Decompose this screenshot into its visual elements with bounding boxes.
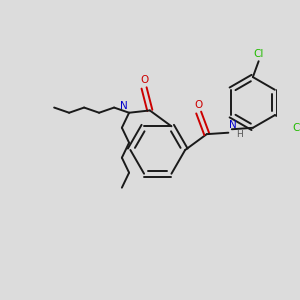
Text: Cl: Cl [292,123,300,133]
Text: N: N [229,120,237,130]
Text: H: H [236,130,243,139]
Text: Cl: Cl [254,49,264,59]
Text: O: O [140,75,148,85]
Text: N: N [120,101,127,111]
Text: O: O [195,100,203,110]
